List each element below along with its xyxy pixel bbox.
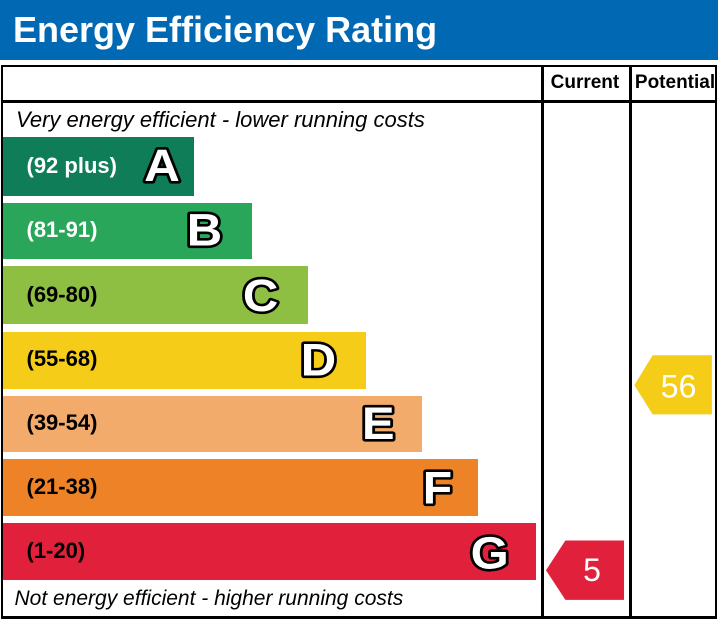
svg-text:D: D: [301, 334, 336, 385]
svg-text:G: G: [471, 527, 509, 578]
svg-text:5: 5: [583, 552, 601, 588]
svg-text:56: 56: [661, 368, 697, 404]
svg-text:E: E: [362, 398, 395, 449]
svg-text:C: C: [243, 270, 278, 321]
svg-text:F: F: [423, 463, 452, 513]
svg-text:B: B: [187, 204, 222, 255]
svg-text:A: A: [144, 141, 180, 191]
